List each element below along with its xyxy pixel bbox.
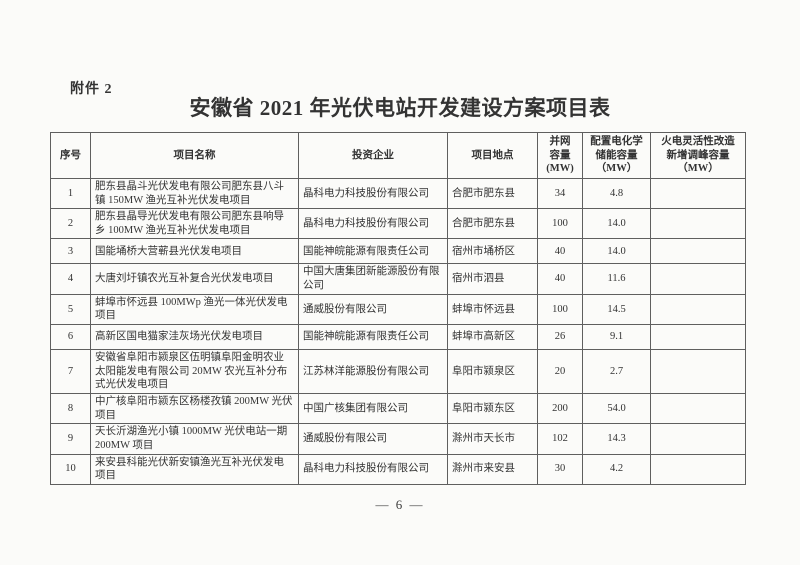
cell-index: 10 bbox=[50, 453, 91, 485]
cell-index: 9 bbox=[50, 423, 91, 455]
cell-grid-capacity: 200 bbox=[537, 392, 583, 425]
cell-index: 2 bbox=[50, 208, 91, 240]
cell-project-name: 天长沂湖渔光小镇 1000MW 光伏电站一期 200MW 项目 bbox=[90, 423, 299, 455]
cell-project-name: 来安县科能光伏新安镇渔光互补光伏发电项目 bbox=[90, 453, 299, 485]
col-header-location: 项目地点 bbox=[447, 132, 538, 179]
cell-peak-capacity bbox=[650, 293, 746, 326]
table-body: 1 肥东县晶斗光伏发电有限公司肥东县八斗镇 150MW 渔光互补光伏发电项目 晶… bbox=[50, 177, 746, 485]
col-header-peak-mw: 火电灵活性改造 新增调峰容量 （MW） bbox=[650, 132, 746, 179]
attachment-label: 附件 2 bbox=[70, 82, 113, 97]
cell-grid-capacity: 102 bbox=[537, 423, 583, 455]
page-title: 安徽省 2021 年光伏电站开发建设方案项目表 bbox=[189, 96, 611, 120]
cell-location: 蚌埠市怀远县 bbox=[447, 293, 538, 326]
cell-project-name: 大唐刘圩镇农光互补复合光伏发电项目 bbox=[90, 263, 299, 295]
cell-peak-capacity bbox=[650, 263, 746, 295]
cell-project-name: 蚌埠市怀远县 100MWp 渔光一体光伏发电项目 bbox=[90, 293, 299, 326]
cell-location: 蚌埠市高新区 bbox=[447, 324, 538, 351]
cell-storage-capacity: 14.0 bbox=[582, 238, 651, 265]
col-header-storage-mw: 配置电化学 储能容量 （MW） bbox=[582, 132, 651, 179]
cell-grid-capacity: 30 bbox=[537, 453, 583, 485]
cell-investor: 中国广核集团有限公司 bbox=[298, 392, 448, 425]
cell-index: 6 bbox=[50, 324, 91, 351]
table-row: 7 安徽省阜阳市颍泉区伍明镇阜阳金明农业太阳能发电有限公司 20MW 农光互补分… bbox=[50, 349, 746, 394]
cell-peak-capacity bbox=[650, 392, 746, 425]
cell-grid-capacity: 100 bbox=[537, 293, 583, 326]
cell-storage-capacity: 4.8 bbox=[582, 177, 651, 210]
cell-investor: 晶科电力科技股份有限公司 bbox=[298, 177, 448, 210]
col-header-investor: 投资企业 bbox=[298, 132, 448, 179]
cell-storage-capacity: 14.0 bbox=[582, 208, 651, 240]
cell-project-name: 中广核阜阳市颍东区杨楼孜镇 200MW 光伏项目 bbox=[90, 392, 299, 425]
col-header-name: 项目名称 bbox=[90, 132, 299, 179]
cell-location: 宿州市埇桥区 bbox=[447, 238, 538, 265]
cell-peak-capacity bbox=[650, 349, 746, 394]
cell-peak-capacity bbox=[650, 453, 746, 485]
cell-grid-capacity: 34 bbox=[537, 177, 583, 210]
cell-grid-capacity: 20 bbox=[537, 349, 583, 394]
cell-investor: 晶科电力科技股份有限公司 bbox=[298, 208, 448, 240]
cell-grid-capacity: 40 bbox=[537, 238, 583, 265]
pv-project-table: 序号 项目名称 投资企业 项目地点 并网 容量 (MW) 配置电化学 储能容量 … bbox=[50, 132, 746, 485]
cell-peak-capacity bbox=[650, 208, 746, 240]
cell-grid-capacity: 100 bbox=[537, 208, 583, 240]
cell-index: 3 bbox=[50, 238, 91, 265]
cell-investor: 通威股份有限公司 bbox=[298, 293, 448, 326]
table-row: 10 来安县科能光伏新安镇渔光互补光伏发电项目 晶科电力科技股份有限公司 滁州市… bbox=[50, 453, 746, 485]
cell-storage-capacity: 4.2 bbox=[582, 453, 651, 485]
cell-grid-capacity: 26 bbox=[537, 324, 583, 351]
cell-index: 4 bbox=[50, 263, 91, 295]
cell-location: 合肥市肥东县 bbox=[447, 177, 538, 210]
cell-investor: 国能神皖能源有限责任公司 bbox=[298, 324, 448, 351]
page-number: — 6 — bbox=[375, 497, 425, 512]
table-row: 9 天长沂湖渔光小镇 1000MW 光伏电站一期 200MW 项目 通威股份有限… bbox=[50, 423, 746, 455]
col-header-grid-mw: 并网 容量 (MW) bbox=[537, 132, 583, 179]
cell-investor: 通威股份有限公司 bbox=[298, 423, 448, 455]
cell-storage-capacity: 14.3 bbox=[582, 423, 651, 455]
cell-index: 5 bbox=[50, 293, 91, 326]
cell-storage-capacity: 9.1 bbox=[582, 324, 651, 351]
cell-index: 7 bbox=[50, 349, 91, 394]
table-row: 4 大唐刘圩镇农光互补复合光伏发电项目 中国大唐集团新能源股份有限公司 宿州市泗… bbox=[50, 263, 746, 295]
table-row: 2 肥东县晶导光伏发电有限公司肥东县响导乡 100MW 渔光互补光伏发电项目 晶… bbox=[50, 208, 746, 240]
cell-project-name: 国能埇桥大营蕲县光伏发电项目 bbox=[90, 238, 299, 265]
cell-peak-capacity bbox=[650, 238, 746, 265]
cell-location: 阜阳市颍东区 bbox=[447, 392, 538, 425]
table-row: 1 肥东县晶斗光伏发电有限公司肥东县八斗镇 150MW 渔光互补光伏发电项目 晶… bbox=[50, 177, 746, 210]
table-row: 5 蚌埠市怀远县 100MWp 渔光一体光伏发电项目 通威股份有限公司 蚌埠市怀… bbox=[50, 293, 746, 326]
cell-peak-capacity bbox=[650, 177, 746, 210]
cell-storage-capacity: 2.7 bbox=[582, 349, 651, 394]
cell-project-name: 高新区国电猫家洼灰场光伏发电项目 bbox=[90, 324, 299, 351]
cell-location: 滁州市来安县 bbox=[447, 453, 538, 485]
cell-peak-capacity bbox=[650, 324, 746, 351]
cell-peak-capacity bbox=[650, 423, 746, 455]
cell-location: 阜阳市颍泉区 bbox=[447, 349, 538, 394]
cell-investor: 国能神皖能源有限责任公司 bbox=[298, 238, 448, 265]
cell-investor: 晶科电力科技股份有限公司 bbox=[298, 453, 448, 485]
cell-index: 8 bbox=[50, 392, 91, 425]
cell-project-name: 安徽省阜阳市颍泉区伍明镇阜阳金明农业太阳能发电有限公司 20MW 农光互补分布式… bbox=[90, 349, 299, 394]
cell-investor: 江苏林洋能源股份有限公司 bbox=[298, 349, 448, 394]
cell-index: 1 bbox=[50, 177, 91, 210]
table-row: 6 高新区国电猫家洼灰场光伏发电项目 国能神皖能源有限责任公司 蚌埠市高新区 2… bbox=[50, 324, 746, 351]
cell-location: 滁州市天长市 bbox=[447, 423, 538, 455]
cell-investor: 中国大唐集团新能源股份有限公司 bbox=[298, 263, 448, 295]
table-row: 3 国能埇桥大营蕲县光伏发电项目 国能神皖能源有限责任公司 宿州市埇桥区 40 … bbox=[50, 238, 746, 265]
cell-location: 合肥市肥东县 bbox=[447, 208, 538, 240]
table-header-row: 序号 项目名称 投资企业 项目地点 并网 容量 (MW) 配置电化学 储能容量 … bbox=[50, 132, 746, 179]
cell-storage-capacity: 14.5 bbox=[582, 293, 651, 326]
cell-location: 宿州市泗县 bbox=[447, 263, 538, 295]
cell-project-name: 肥东县晶斗光伏发电有限公司肥东县八斗镇 150MW 渔光互补光伏发电项目 bbox=[90, 177, 299, 210]
cell-storage-capacity: 54.0 bbox=[582, 392, 651, 425]
cell-project-name: 肥东县晶导光伏发电有限公司肥东县响导乡 100MW 渔光互补光伏发电项目 bbox=[90, 208, 299, 240]
cell-storage-capacity: 11.6 bbox=[582, 263, 651, 295]
col-header-index: 序号 bbox=[50, 132, 91, 179]
cell-grid-capacity: 40 bbox=[537, 263, 583, 295]
table-row: 8 中广核阜阳市颍东区杨楼孜镇 200MW 光伏项目 中国广核集团有限公司 阜阳… bbox=[50, 392, 746, 425]
